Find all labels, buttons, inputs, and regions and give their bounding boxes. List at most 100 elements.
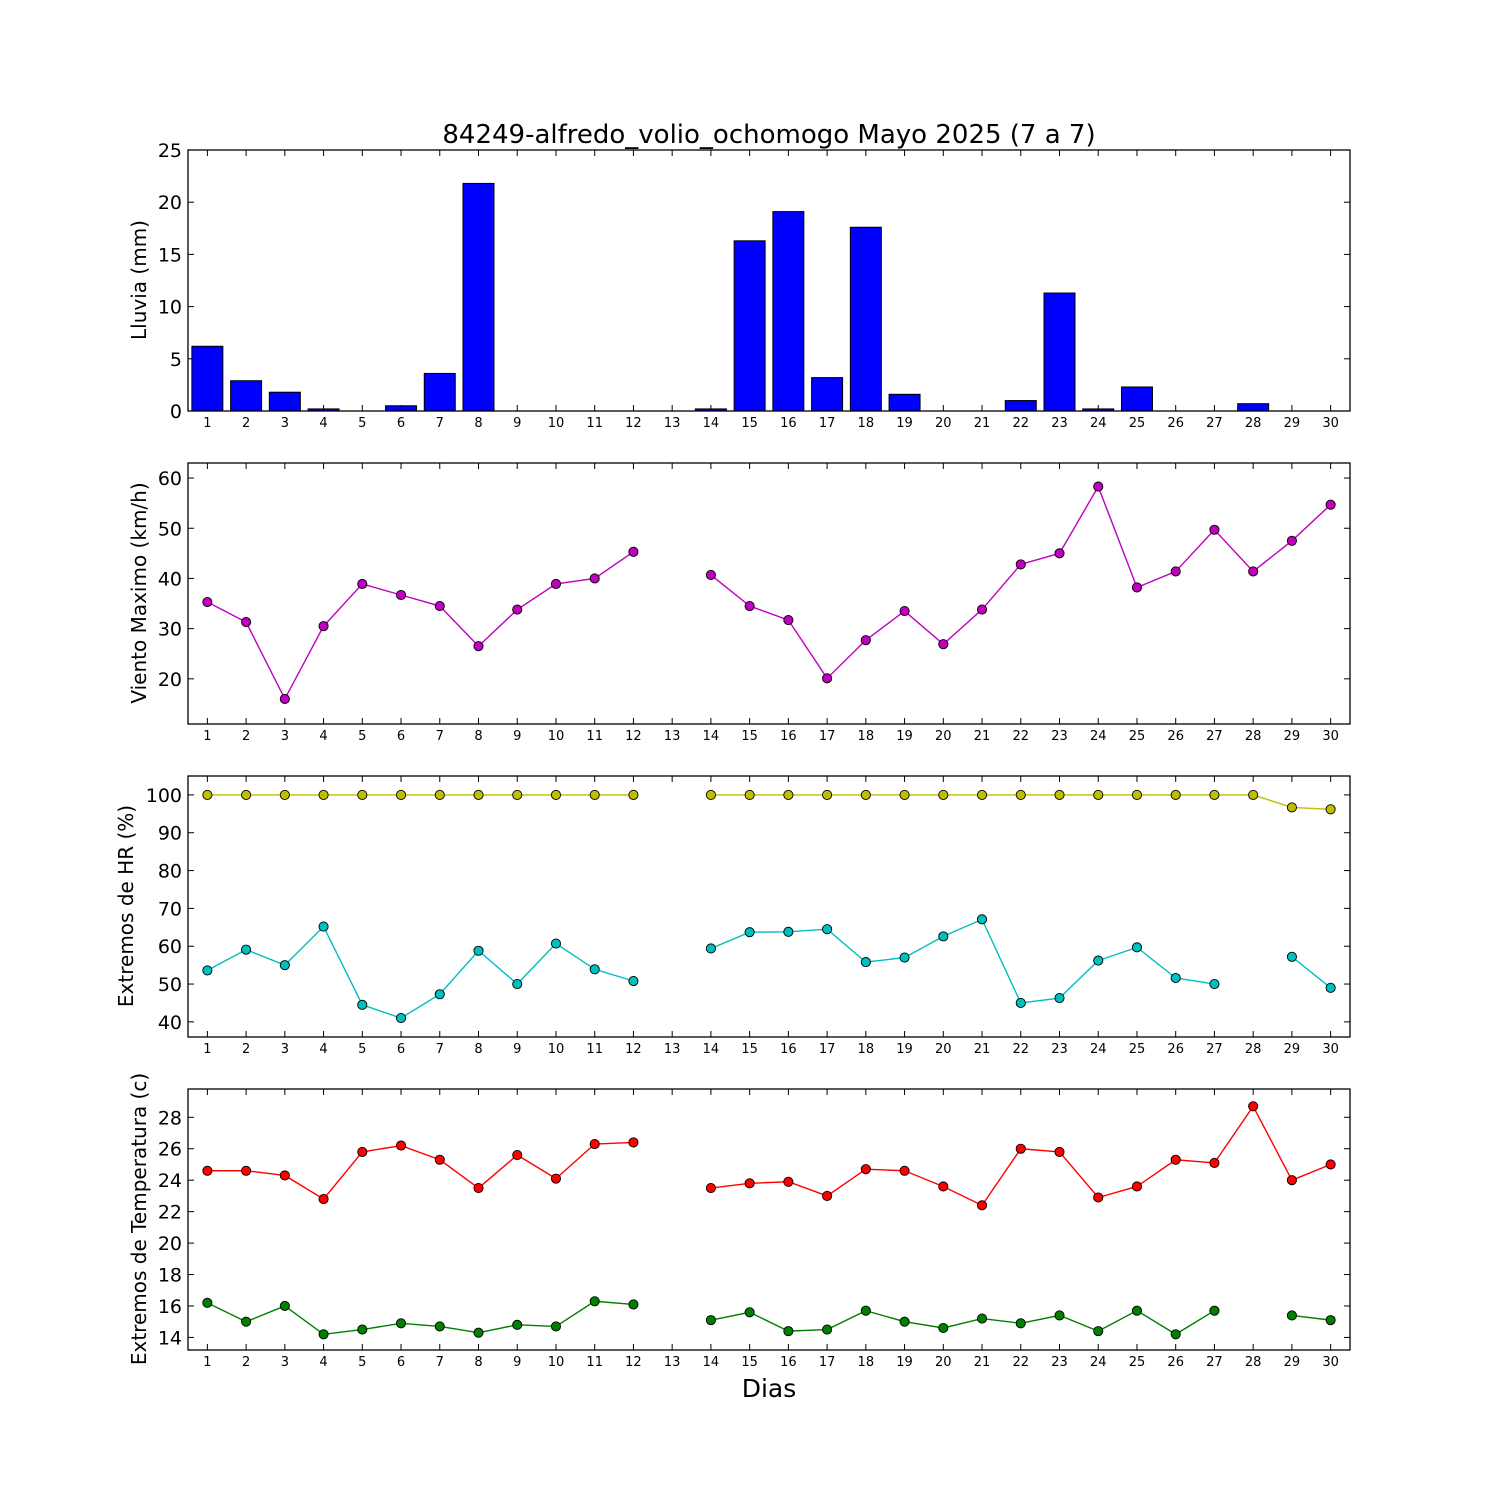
- xtick-label: 12: [625, 729, 642, 744]
- series-point: [705, 1183, 716, 1194]
- series-point: [1325, 499, 1336, 510]
- rain-bar: [462, 182, 495, 412]
- xtick-label: 13: [664, 1355, 681, 1370]
- xtick-label: 25: [1129, 1355, 1146, 1370]
- xtick-label: 27: [1206, 729, 1223, 744]
- series-point: [1054, 548, 1065, 559]
- xtick-label: 1: [203, 1042, 211, 1057]
- ylabel-rainfall: Lluvia (mm): [127, 220, 151, 340]
- ytick-label: 15: [158, 244, 182, 266]
- series-point: [395, 1140, 407, 1151]
- series-point: [279, 789, 290, 800]
- xtick-label: 18: [858, 1355, 875, 1370]
- xtick-label: 1: [203, 729, 211, 744]
- xtick-label: 19: [896, 729, 913, 744]
- xtick-label: 3: [281, 416, 289, 431]
- series-line: [207, 1300, 634, 1336]
- ytick-label: 28: [158, 1107, 182, 1129]
- xtick-label: 17: [819, 1042, 836, 1057]
- xtick-label: 26: [1167, 1042, 1184, 1057]
- xtick-label: 20: [935, 729, 952, 744]
- xtick-label: 21: [974, 416, 991, 431]
- xtick-label: 2: [242, 729, 250, 744]
- xtick-label: 11: [586, 729, 603, 744]
- xtick-label: 12: [625, 1042, 642, 1057]
- series-point: [1170, 972, 1181, 984]
- series-point: [860, 635, 871, 646]
- series-line: [710, 918, 1215, 1004]
- series-point: [822, 1324, 833, 1335]
- rain-bar: [1004, 400, 1037, 412]
- ytick-label: 70: [158, 898, 182, 920]
- xtick-label: 27: [1206, 416, 1223, 431]
- xtick-label: 29: [1284, 416, 1301, 431]
- series-point: [473, 945, 484, 956]
- series-point: [744, 789, 755, 800]
- series-point: [628, 975, 639, 987]
- series-point: [202, 596, 213, 608]
- ytick-label: 90: [158, 823, 182, 845]
- xtick-label: 7: [436, 1042, 444, 1057]
- ylabel-temperature: Extremos de Temperatura (c): [127, 1073, 151, 1365]
- xtick-label: 9: [513, 729, 521, 744]
- ytick-label: 5: [170, 349, 182, 371]
- ylabel-humidity: Extremos de HR (%): [114, 805, 138, 1007]
- xtick-label: 16: [780, 1042, 797, 1057]
- xtick-label: 22: [1012, 1042, 1029, 1057]
- xtick-label: 3: [281, 729, 289, 744]
- series-point: [1209, 789, 1220, 800]
- series-point: [473, 1327, 484, 1338]
- xtick-label: 2: [242, 1042, 250, 1057]
- series-point: [899, 789, 910, 800]
- series-point: [241, 789, 252, 800]
- plot-frame: [187, 775, 1351, 1038]
- series-point: [860, 1305, 871, 1316]
- series-point: [1248, 1101, 1259, 1112]
- xtick-label: 15: [741, 1042, 758, 1057]
- xtick-label: 7: [436, 729, 444, 744]
- series-point: [705, 943, 716, 954]
- series-point: [589, 1138, 600, 1150]
- series-point: [589, 573, 600, 584]
- series-point: [1209, 524, 1220, 535]
- xtick-label: 10: [548, 729, 565, 744]
- ytick-label: 80: [158, 861, 182, 883]
- rain-bar: [385, 405, 418, 412]
- xtick-label: 30: [1322, 416, 1339, 431]
- xtick-label: 30: [1322, 729, 1339, 744]
- series-point: [1015, 997, 1026, 1009]
- series-point: [589, 1296, 600, 1307]
- ytick-label: 25: [158, 140, 182, 162]
- xtick-label: 24: [1090, 729, 1107, 744]
- series-point: [1093, 1192, 1104, 1203]
- ytick-label: 16: [158, 1296, 182, 1318]
- xtick-label: 16: [780, 729, 797, 744]
- xtick-label: 8: [474, 1355, 482, 1370]
- series-point: [434, 789, 445, 800]
- series-point: [1054, 1146, 1065, 1157]
- series-point: [822, 924, 833, 935]
- ytick-label: 30: [158, 619, 182, 641]
- xtick-label: 23: [1051, 416, 1068, 431]
- series-point: [1093, 481, 1104, 492]
- series-point: [434, 1154, 445, 1165]
- xtick-label: 17: [819, 729, 836, 744]
- xtick-label: 6: [397, 729, 405, 744]
- series-point: [550, 1173, 562, 1184]
- xtick-label: 14: [703, 1042, 720, 1057]
- xtick-label: 10: [548, 1355, 565, 1370]
- series-point: [1131, 1181, 1143, 1192]
- series-point: [899, 606, 910, 617]
- xtick-label: 20: [935, 416, 952, 431]
- xtick-label: 11: [586, 416, 603, 431]
- series-point: [860, 789, 871, 800]
- xtick-label: 25: [1129, 1042, 1146, 1057]
- series-line: [207, 1141, 634, 1200]
- series-point: [279, 693, 290, 704]
- rain-bar: [1043, 292, 1076, 412]
- xtick-label: 23: [1051, 1042, 1068, 1057]
- series-point: [1093, 1326, 1104, 1337]
- series-line: [207, 551, 634, 701]
